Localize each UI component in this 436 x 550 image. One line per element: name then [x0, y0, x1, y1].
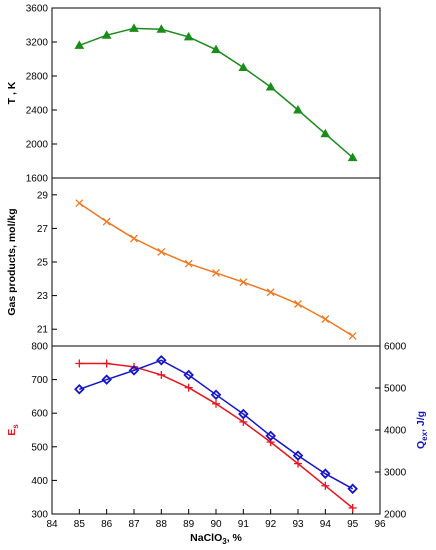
panel2-series1-point-0	[75, 199, 84, 208]
x-axis-label: NaClO3, %	[190, 532, 242, 546]
panel3-series1-point-8	[294, 459, 302, 468]
xtick-label-11: 95	[347, 519, 359, 530]
panel2-series1-point-2	[130, 234, 138, 243]
panel3-series2-point-7	[265, 430, 276, 442]
panel3-series2-line	[79, 359, 354, 490]
xtick-label-1: 85	[74, 519, 86, 530]
panel2-series1-point-7	[266, 288, 275, 297]
panel3-y2tick-label-4: 6000	[384, 342, 407, 353]
panel1-ytick-label-5: 3600	[26, 4, 49, 15]
panel2-ytick-label-2: 25	[37, 258, 49, 269]
panel2-ytick-label-3: 27	[37, 224, 49, 235]
panel3-series2-point-3	[156, 355, 167, 366]
y-axis-label-temperature: T , K	[6, 81, 18, 104]
panel1-ytick-label-1: 2000	[26, 140, 49, 151]
xtick-label-5: 89	[183, 519, 195, 530]
panel3-ytick-label-5: 800	[31, 342, 48, 353]
panel3-series1-point-4	[184, 383, 193, 392]
panel3-series2-point-0	[74, 383, 85, 395]
panel2-ytick-label-0: 21	[37, 325, 49, 336]
panel3-series2-point-6	[238, 408, 249, 420]
panel3-series1-point-1	[102, 359, 111, 368]
panel1-series1-point-6	[238, 62, 249, 71]
panel2-ytick-label-1: 23	[37, 291, 49, 302]
panel3-y2tick-label-3: 5000	[384, 384, 407, 395]
panel2-series1-point-10	[348, 331, 357, 340]
panel3-series2-point-10	[347, 483, 358, 495]
panel3-y2tick-label-1: 3000	[384, 468, 407, 479]
xtick-label-4: 88	[156, 519, 168, 530]
y-axis-label-energy: Es	[6, 424, 20, 436]
panel-gas-frame	[51, 177, 381, 347]
panel3-ytick-label-0: 300	[31, 510, 48, 521]
xtick-label-10: 94	[320, 519, 332, 530]
panel3-series2-point-9	[320, 468, 331, 479]
panel3-ytick-label-3: 600	[31, 409, 48, 420]
panel-energy-frame	[51, 345, 381, 515]
panel3-series1-line	[79, 362, 354, 509]
panel1-series1-point-1	[101, 30, 112, 39]
panel1-series1-point-9	[320, 128, 331, 138]
panel3-ytick-label-1: 400	[31, 476, 48, 487]
xtick-label-0: 84	[46, 519, 58, 530]
xtick-label-12: 96	[374, 519, 386, 530]
panel1-series1-point-3	[156, 24, 167, 33]
panel2-series1-point-8	[294, 300, 302, 308]
panel1-series1-point-7	[265, 82, 276, 91]
panel3-series1-point-5	[212, 399, 220, 408]
panel2-series1-line	[78, 202, 354, 337]
panel3-series2-point-5	[210, 389, 222, 400]
xtick-label-2: 86	[101, 519, 113, 530]
panel2-series1-point-9	[321, 315, 330, 324]
panel3-series2-point-8	[292, 450, 304, 461]
y2-axis-label-heat: Qex, J/g	[415, 411, 429, 449]
panel2-series1-point-4	[184, 259, 193, 268]
xtick-label-7: 91	[238, 519, 250, 530]
panel1-series1-point-4	[183, 31, 194, 41]
panel1-ytick-label-4: 3200	[26, 38, 49, 49]
panel1-series1-point-8	[293, 104, 303, 114]
panel2-series1-point-1	[102, 217, 111, 226]
xtick-label-8: 92	[265, 519, 277, 530]
panel3-series1-point-10	[348, 503, 357, 512]
panel1-series1-point-10	[347, 152, 358, 162]
panel1-ytick-label-2: 2400	[26, 106, 49, 117]
panel3-y2tick-label-2: 4000	[384, 426, 407, 437]
panel2-series1-point-5	[212, 268, 220, 277]
panel1-series1-point-2	[129, 23, 139, 32]
panel1-series1-point-5	[211, 44, 221, 54]
panel3-series2-point-4	[183, 369, 194, 381]
panel1-ytick-label-0: 1600	[26, 174, 49, 185]
panel-temperature-frame	[51, 7, 381, 179]
panel3-y2tick-label-0: 2000	[384, 510, 407, 521]
panel3-ytick-label-2: 500	[31, 442, 48, 453]
xtick-label-6: 90	[210, 519, 222, 530]
panel3-series1-point-0	[75, 359, 84, 368]
panel3-ytick-label-4: 700	[31, 375, 48, 386]
panel2-ytick-label-4: 29	[37, 190, 49, 201]
panel3-series2-point-2	[128, 365, 140, 376]
panel3-series1-point-9	[321, 481, 330, 490]
panel2-series1-point-6	[239, 278, 248, 287]
xtick-label-9: 93	[292, 519, 304, 530]
xtick-label-3: 87	[128, 519, 140, 530]
plot-layer: 1600 2000 2400 2800 3200 3600 21 23 25 27 29 300 400…	[26, 4, 407, 531]
y-axis-label-gas: Gas products, mol/kg	[6, 208, 18, 315]
panel1-series1-point-0	[74, 40, 85, 49]
panel2-series1-point-3	[157, 247, 166, 256]
panel1-ytick-label-3: 2800	[26, 72, 49, 83]
panel3-series1-point-3	[157, 370, 166, 379]
panel3-series2-point-1	[101, 374, 112, 385]
